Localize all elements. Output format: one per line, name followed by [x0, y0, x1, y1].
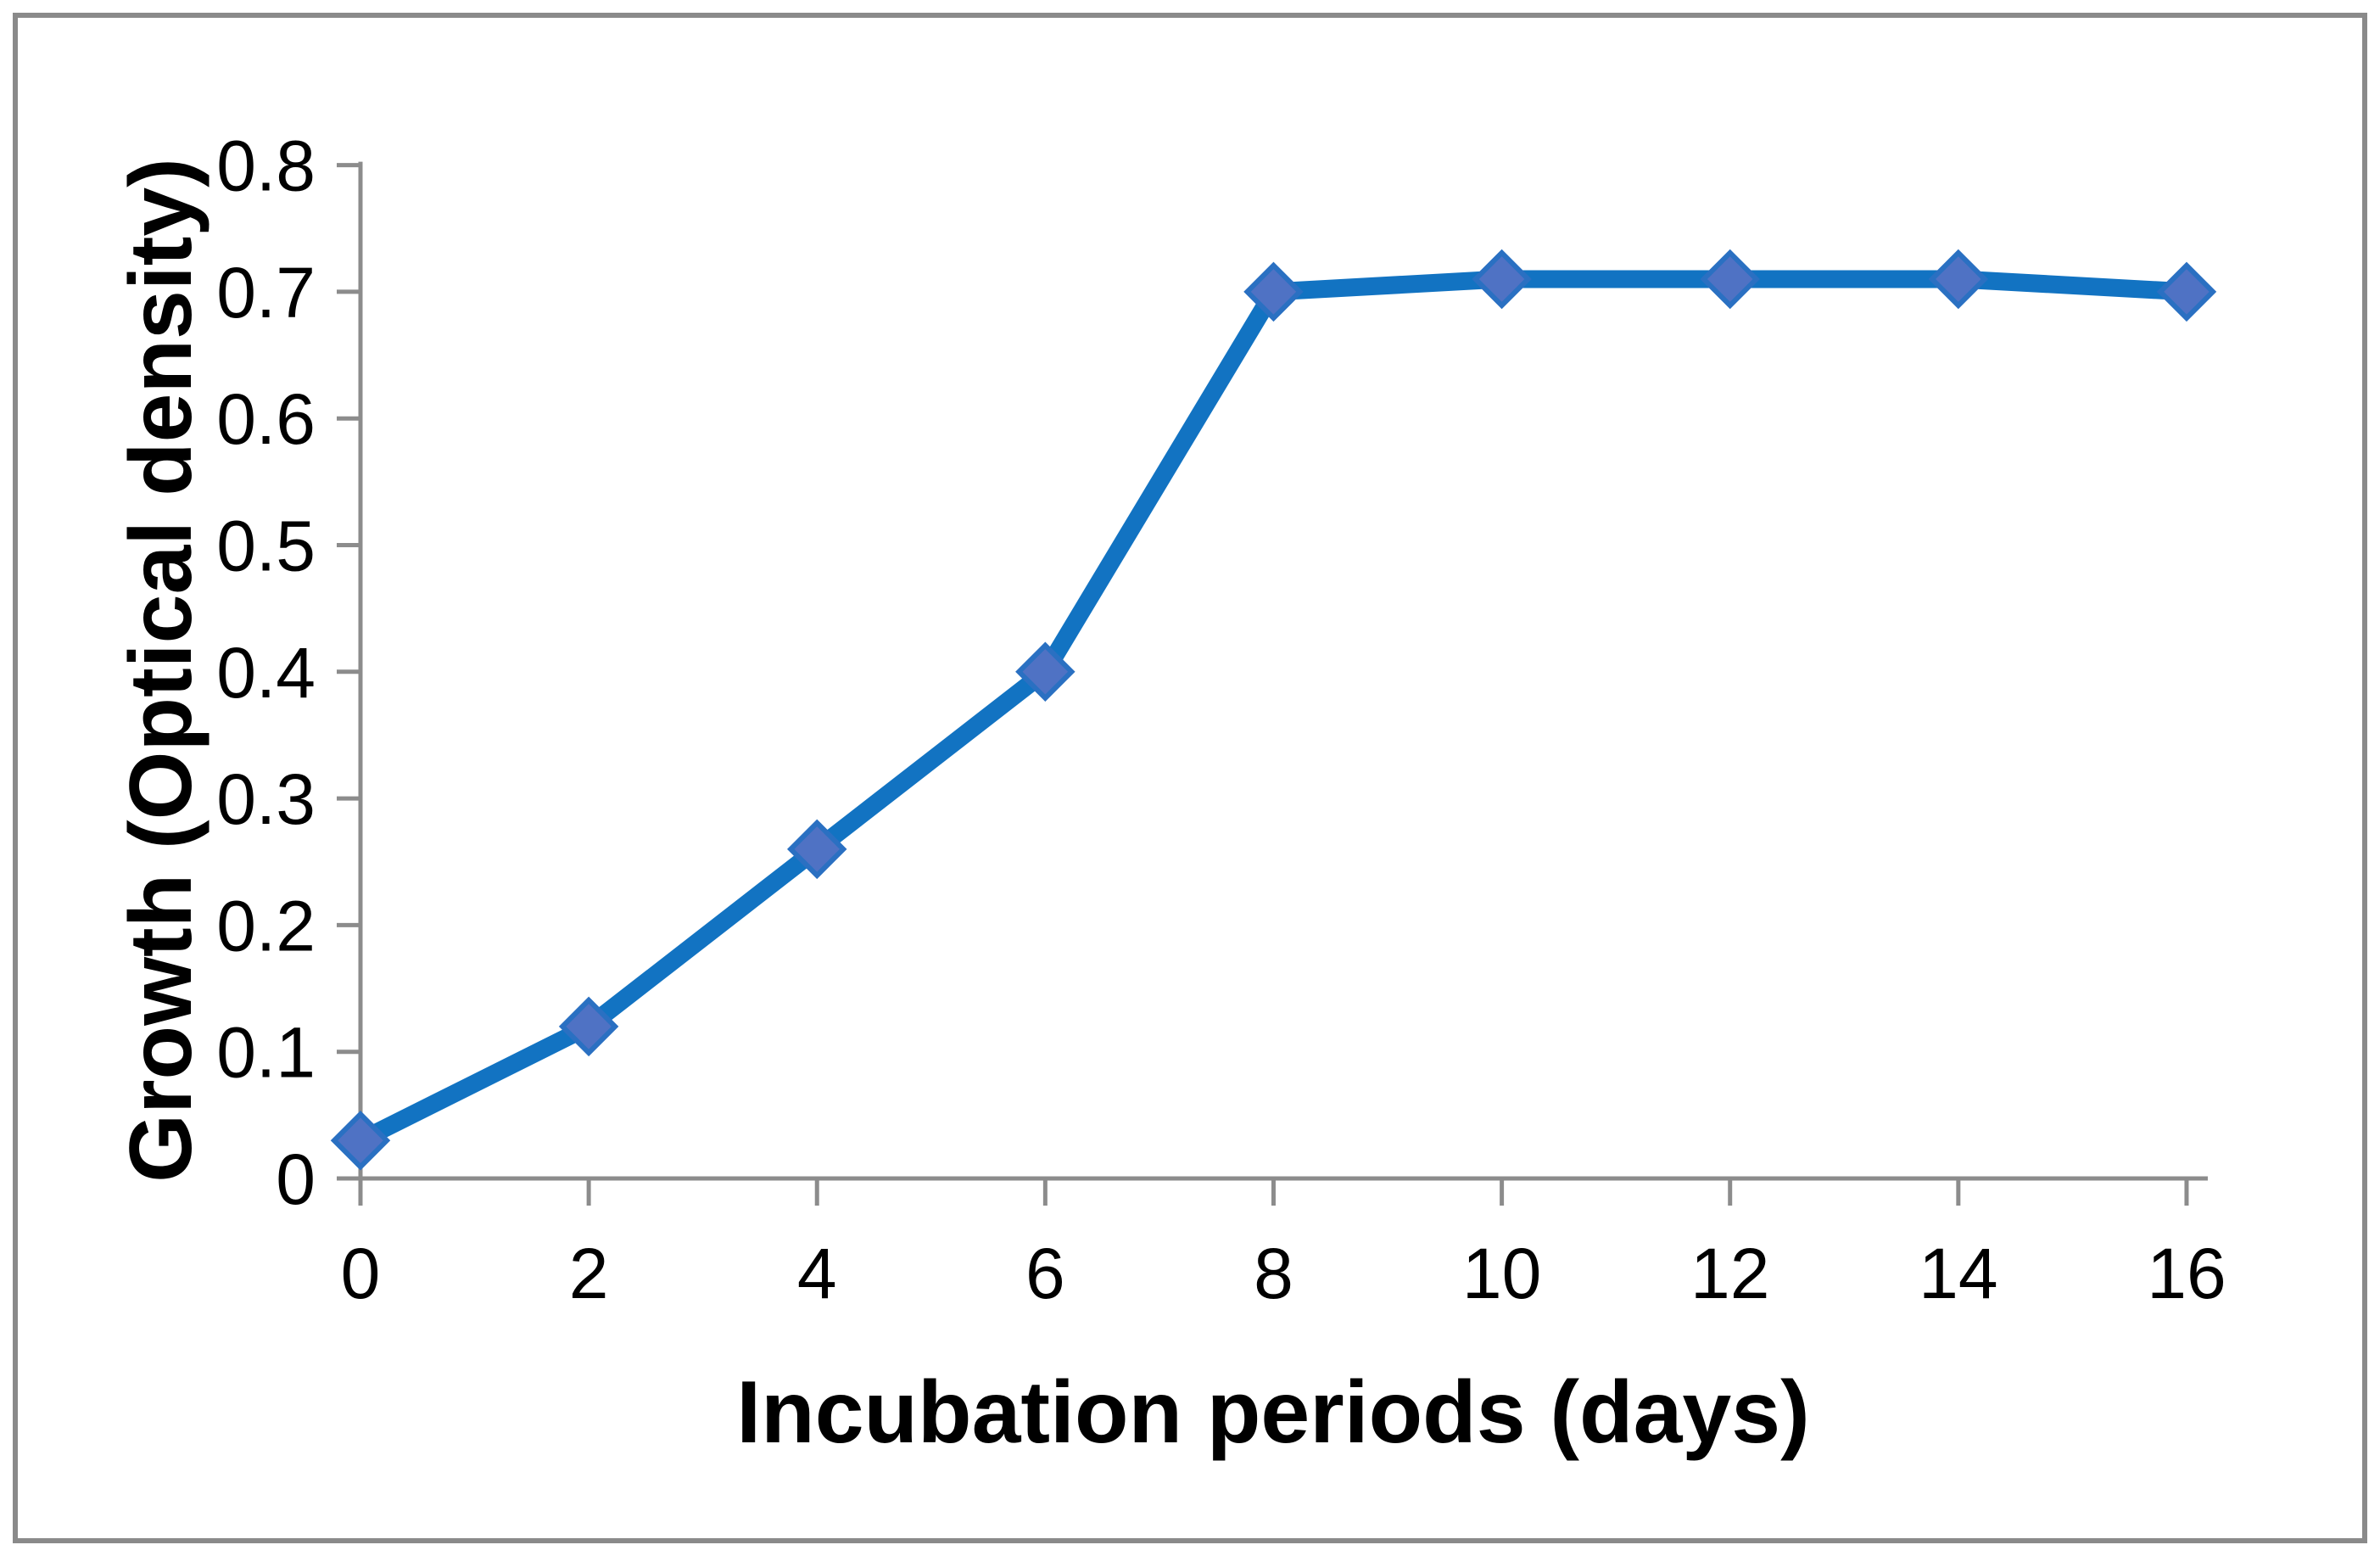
- axes-layer: 0 0.1 0.2 0.3 0.4 0.5 0.6 0.7 0.8 0 2 4 6 8 10 12 14 16: [216, 126, 2226, 1313]
- data-point-marker: [1700, 249, 1760, 310]
- x-tick-label: 16: [2147, 1234, 2226, 1313]
- y-tick-label: 0.6: [216, 379, 316, 459]
- y-axis-title: Growth (Optical density): [112, 158, 210, 1183]
- y-tick-label: 0.5: [216, 507, 316, 586]
- data-point-marker: [1928, 249, 1989, 310]
- series-line: [351, 270, 2196, 1150]
- x-tick-label: 8: [1254, 1234, 1293, 1313]
- data-point-marker: [330, 1110, 391, 1171]
- x-tick-label: 0: [341, 1234, 381, 1313]
- x-tick-label: 6: [1025, 1234, 1065, 1313]
- y-tick-label: 0: [276, 1139, 316, 1219]
- x-tick-label: 2: [569, 1234, 609, 1313]
- x-tick-label: 14: [1919, 1234, 1997, 1313]
- data-point-marker: [2156, 261, 2217, 322]
- series-layer: [330, 249, 2217, 1171]
- y-tick-label: 0.2: [216, 886, 316, 966]
- data-point-marker: [786, 819, 847, 880]
- x-tick-label: 4: [797, 1234, 837, 1313]
- chart-border: [13, 13, 2367, 1543]
- x-tick-label: 12: [1690, 1234, 1769, 1313]
- y-tick-label: 0.7: [216, 253, 316, 333]
- y-tick-label: 0.8: [216, 126, 316, 206]
- data-point-marker: [1472, 249, 1532, 310]
- data-point-marker: [558, 996, 619, 1057]
- y-tick-label: 0.1: [216, 1013, 316, 1093]
- data-point-marker: [1015, 641, 1075, 702]
- x-tick-label: 10: [1462, 1234, 1541, 1313]
- y-tick-label: 0.3: [216, 759, 316, 839]
- y-tick-label: 0.4: [216, 633, 316, 713]
- data-point-marker: [1243, 261, 1304, 322]
- x-axis-title: Incubation periods (days): [736, 1363, 1809, 1462]
